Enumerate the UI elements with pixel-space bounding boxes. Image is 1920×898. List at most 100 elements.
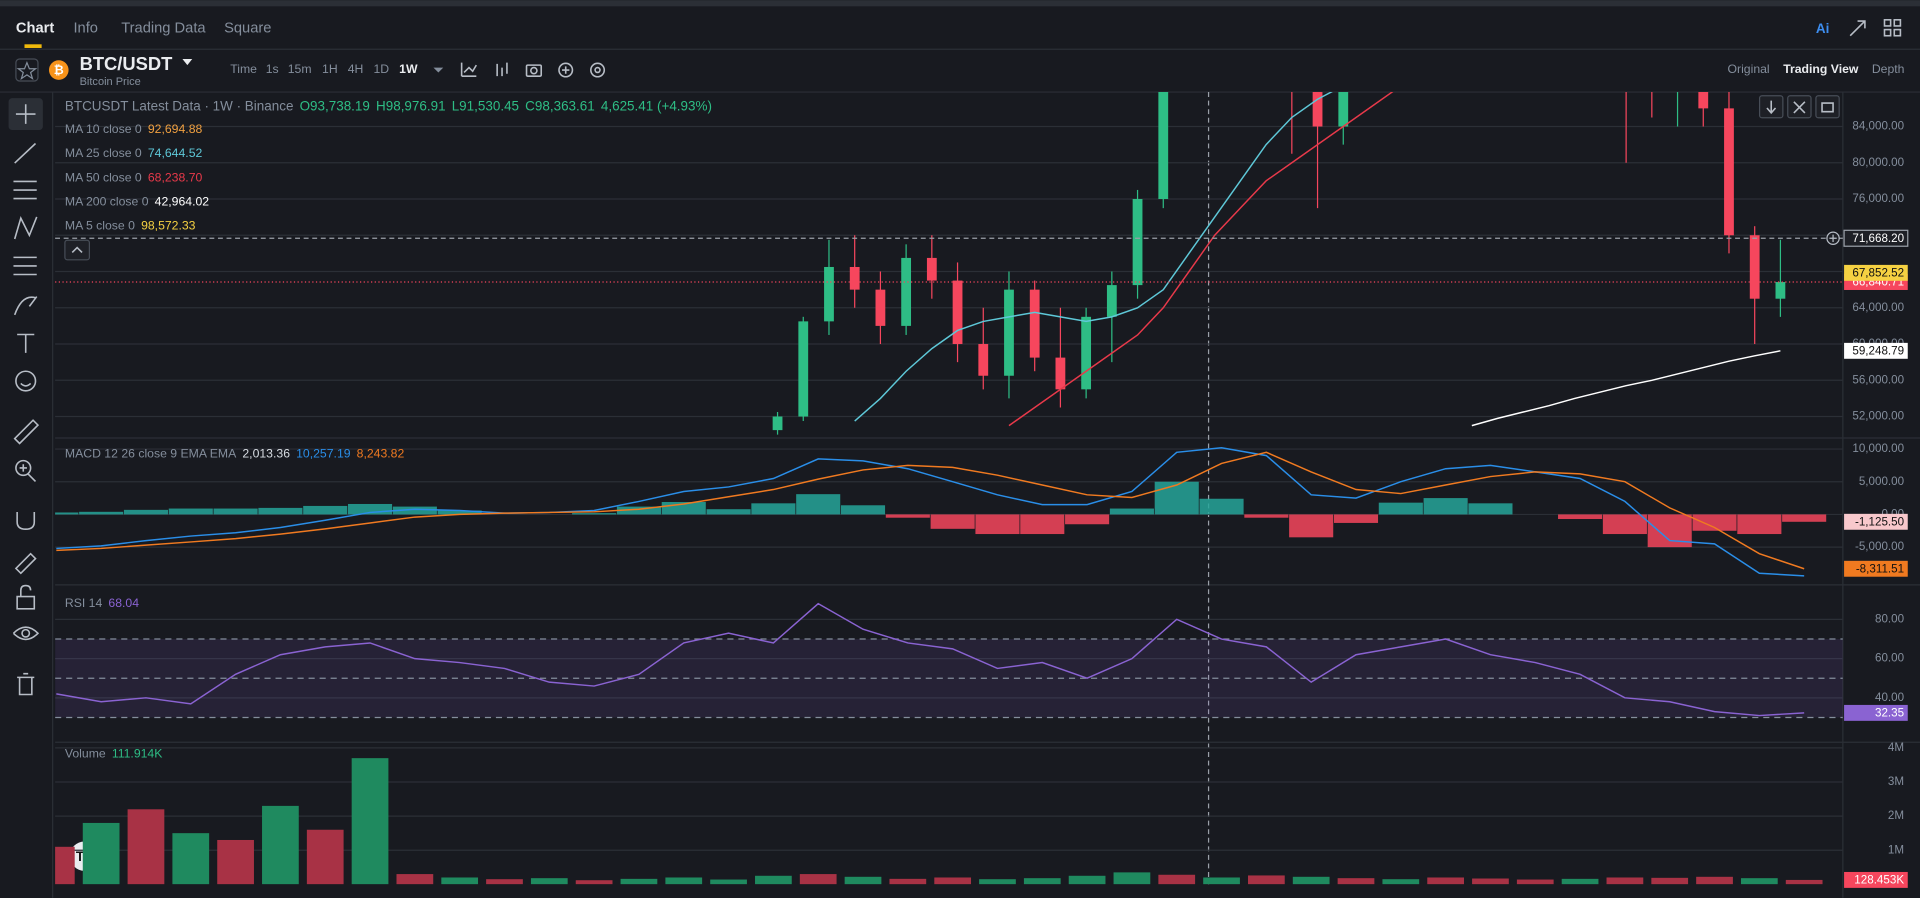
interval-caret[interactable] bbox=[433, 67, 444, 73]
tab[interactable]: Info bbox=[73, 20, 98, 36]
macd-histogram-bar bbox=[1558, 514, 1603, 520]
price-label: -1,125.50 bbox=[1855, 515, 1905, 528]
macd-histogram-bar bbox=[751, 503, 796, 515]
expand-icon[interactable] bbox=[1849, 20, 1866, 37]
add-alert-plus bbox=[1829, 234, 1837, 242]
legend: MA 50 close 0 68,238.70 bbox=[65, 170, 203, 184]
macd-histogram-bar bbox=[348, 503, 393, 515]
tab[interactable]: Square bbox=[224, 20, 271, 36]
interval[interactable]: Time bbox=[230, 62, 257, 76]
view-option[interactable]: Depth bbox=[1872, 62, 1905, 76]
legend-item: MA 25 close 0 bbox=[65, 146, 142, 160]
ma-line bbox=[854, 92, 1333, 422]
macd-histogram-bar bbox=[213, 508, 258, 515]
macd-histogram-bar bbox=[392, 506, 437, 515]
tab[interactable]: Chart bbox=[16, 20, 54, 36]
candle-body bbox=[1749, 235, 1760, 299]
y-tick-label: 40.00 bbox=[1875, 691, 1905, 704]
volume-bar bbox=[620, 878, 658, 885]
interval[interactable]: 1s bbox=[266, 62, 279, 76]
legend-item: H98,976.91 bbox=[376, 98, 446, 113]
volume-bar bbox=[1382, 879, 1420, 885]
legend: MACD 12 26 close 9 EMA EMA 2,013.36 10,257… bbox=[65, 447, 405, 461]
interval[interactable]: 15m bbox=[288, 62, 312, 76]
macd-histogram-bar bbox=[55, 512, 79, 515]
candle-body bbox=[978, 344, 989, 376]
y-tick-label: 84,000.00 bbox=[1852, 120, 1904, 133]
pane bbox=[55, 447, 1827, 577]
legend: BTCUSDT Latest Data · 1W · Binance O93,73… bbox=[65, 98, 712, 113]
price-label: 32.35 bbox=[1875, 707, 1904, 720]
candle-body bbox=[1158, 92, 1169, 200]
y-tick-label: -5,000.00 bbox=[1855, 540, 1905, 553]
y-tick-label: 76,000.00 bbox=[1852, 192, 1904, 205]
legend-item: RSI 14 bbox=[65, 596, 103, 610]
volume-bar bbox=[82, 822, 120, 885]
y-tick-label: 5,000.00 bbox=[1859, 475, 1905, 488]
interval[interactable]: 1W bbox=[399, 62, 418, 76]
y-tick-label: 4M bbox=[1888, 741, 1904, 754]
price-label-bg bbox=[1844, 342, 1908, 359]
layout-icon[interactable] bbox=[1883, 19, 1902, 37]
legend-item: 42,964.02 bbox=[155, 195, 210, 209]
price-label-bg bbox=[1844, 871, 1908, 888]
symbol[interactable]: BTC/USDT bbox=[80, 53, 174, 74]
tab[interactable]: Trading Data bbox=[121, 20, 206, 36]
price-label: 71,668.20 bbox=[1852, 232, 1904, 245]
interval[interactable]: 1D bbox=[373, 62, 389, 76]
candle-body bbox=[1775, 282, 1786, 299]
volume-bar bbox=[1158, 874, 1196, 885]
interval[interactable]: 1H bbox=[322, 62, 338, 76]
volume-bar bbox=[1561, 878, 1599, 885]
volume-bar bbox=[172, 833, 210, 885]
macd-histogram-bar bbox=[885, 514, 930, 518]
candle-body bbox=[1673, 72, 1683, 90]
view-option[interactable]: Trading View bbox=[1783, 62, 1859, 76]
y-tick-label: 64,000.00 bbox=[1852, 301, 1904, 314]
collapse-button[interactable] bbox=[64, 239, 90, 261]
legend-item: MA 50 close 0 bbox=[65, 170, 142, 184]
favorite-button[interactable] bbox=[15, 58, 39, 82]
candle-body bbox=[1698, 92, 1709, 109]
volume-bar bbox=[1337, 878, 1375, 885]
view-option[interactable]: Original bbox=[1727, 62, 1769, 76]
coin-glyph: ₿ bbox=[54, 63, 64, 77]
y-tick-label: 3M bbox=[1888, 775, 1904, 788]
collapse-icon bbox=[71, 246, 83, 254]
y-tick-label: 60.00 bbox=[1875, 652, 1905, 665]
candle-body bbox=[824, 266, 834, 322]
macd-histogram-bar bbox=[123, 509, 168, 515]
volume-bar bbox=[530, 878, 568, 885]
macd-histogram-bar bbox=[1109, 508, 1154, 515]
volume-bar bbox=[262, 805, 299, 885]
interval[interactable]: 4H bbox=[348, 62, 364, 76]
legend-item: BTCUSDT Latest Data · 1W · Binance bbox=[65, 98, 294, 113]
volume-bar bbox=[934, 877, 972, 885]
symbol-subtitle: Bitcoin Price bbox=[80, 76, 141, 88]
volume-bar bbox=[217, 839, 254, 885]
y-tick-label: 2M bbox=[1888, 809, 1904, 822]
volume-bar bbox=[55, 846, 75, 885]
coin-icon bbox=[48, 60, 69, 80]
rsi-line bbox=[56, 602, 1805, 717]
candle-body bbox=[1106, 285, 1117, 317]
volume-bar bbox=[1785, 879, 1823, 885]
drawing-tools[interactable] bbox=[12, 104, 40, 696]
pane-buttons[interactable] bbox=[1758, 95, 1840, 119]
candle-body bbox=[901, 257, 912, 326]
ai-button[interactable]: Ai bbox=[1816, 21, 1829, 36]
macd-histogram-bar bbox=[1199, 498, 1244, 515]
macd-histogram-bar bbox=[975, 514, 1020, 535]
dropdown-caret[interactable] bbox=[182, 59, 193, 66]
macd-histogram-bar bbox=[1423, 498, 1468, 515]
volume-bar bbox=[486, 879, 523, 885]
legend-item: 2,013.36 bbox=[242, 447, 290, 461]
legend-item: Volume bbox=[65, 747, 106, 761]
legend: Volume 111.914K bbox=[65, 747, 163, 761]
volume-bar bbox=[1113, 872, 1151, 885]
macd-histogram-bar bbox=[1020, 514, 1065, 535]
macd-histogram-bar bbox=[930, 514, 975, 529]
legend-item: MA 10 close 0 bbox=[65, 122, 142, 136]
toolbar-icons[interactable] bbox=[460, 62, 606, 78]
volume-bar bbox=[306, 829, 344, 885]
